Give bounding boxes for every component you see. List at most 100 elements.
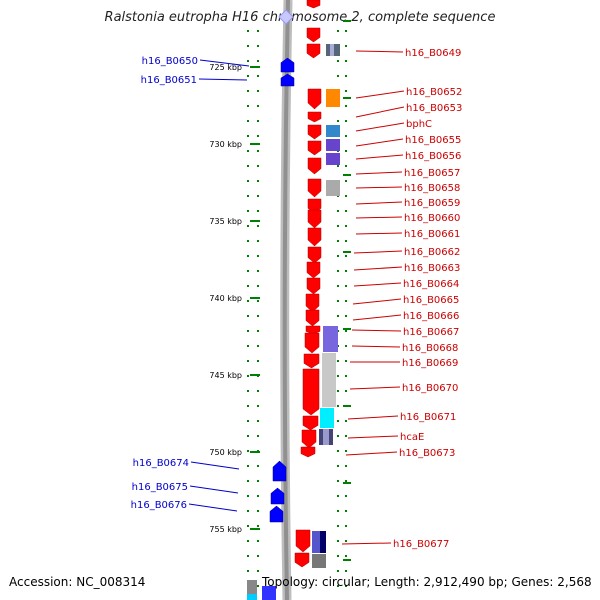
gene-label: bphC	[406, 119, 432, 130]
forward-gene	[307, 246, 322, 264]
label-leader	[190, 461, 240, 470]
forward-gene	[306, 261, 321, 279]
tick-label: 745 kbp	[209, 371, 242, 380]
reverse-gene	[272, 460, 287, 482]
label-lines	[188, 50, 405, 545]
forward-gene	[307, 209, 322, 229]
gene-label: h16_B0662	[404, 247, 460, 258]
tick-track: 725 kbp 730 kbp 735 kbp 740 kbp 745 kbp 750 k…	[209, 20, 351, 561]
gene-label: h16_B0653	[406, 103, 462, 114]
gene-label: h16_B0652	[406, 87, 462, 98]
gene-label: h16_B0661	[404, 229, 460, 240]
gene-label: h16_B0668	[402, 343, 458, 354]
gene-label: h16_B0677	[393, 539, 449, 550]
domain-block	[326, 180, 340, 196]
forward-gene	[301, 429, 317, 449]
label-leader	[352, 314, 402, 321]
label-leader	[345, 451, 398, 456]
forward-gene	[307, 88, 322, 110]
forward-gene	[307, 111, 322, 123]
label-leader	[355, 201, 403, 205]
gene-label: h16_B0663	[404, 263, 460, 274]
label-leader	[199, 59, 250, 67]
forward-gene	[305, 293, 320, 313]
domain-block	[312, 554, 326, 568]
label-leader	[352, 298, 402, 305]
domain-block	[323, 429, 329, 445]
forward-gene	[307, 157, 322, 175]
tick-label: 735 kbp	[209, 217, 242, 226]
forward-gene	[294, 552, 310, 568]
label-leader	[355, 186, 403, 189]
origin-marker	[278, 9, 294, 25]
gene-label: h16_B0670	[402, 383, 458, 394]
gene-label: h16_B0657	[404, 168, 460, 179]
domain-block	[323, 326, 338, 352]
forward-gene	[305, 309, 320, 327]
gene-label: h16_B0676	[131, 500, 187, 511]
forward-gene	[306, 277, 321, 295]
gene-label: h16_B0650	[142, 56, 198, 67]
annotation-track	[247, 44, 340, 600]
forward-gene	[307, 140, 322, 156]
forward-gene	[306, 43, 321, 59]
gene-label: h16_B0669	[402, 358, 458, 369]
gene-label: h16_B0656	[405, 151, 461, 162]
label-leader	[355, 90, 405, 99]
gene-track	[262, 0, 322, 600]
forward-gene	[295, 529, 311, 553]
label-leader	[355, 122, 405, 132]
gene-label: h16_B0660	[404, 213, 460, 224]
gene-label: h16_B0675	[132, 482, 188, 493]
tick-label: 730 kbp	[209, 140, 242, 149]
label-leader	[351, 329, 402, 332]
domain-block	[322, 353, 336, 407]
forward-gene	[302, 415, 319, 431]
gene-label: h16_B0671	[400, 412, 456, 423]
forward-gene	[307, 227, 322, 247]
forward-gene	[300, 446, 316, 458]
gene-label: h16_B0658	[404, 183, 460, 194]
label-leader	[349, 386, 401, 390]
forward-gene	[305, 325, 321, 335]
label-leader	[347, 435, 399, 439]
tick-label: 740 kbp	[209, 294, 242, 303]
domain-block	[320, 531, 326, 553]
gene-label: h16_B0666	[403, 311, 459, 322]
label-leader	[355, 138, 404, 147]
forward-gene	[304, 332, 320, 354]
label-leader	[355, 232, 403, 235]
forward-gene	[307, 124, 322, 140]
label-leader	[355, 106, 405, 118]
gene-label: h16_B0665	[403, 295, 459, 306]
forward-gene	[307, 178, 322, 198]
map-title: Ralstonia eutropha H16 chromosome 2, com…	[104, 10, 496, 25]
domain-block	[247, 594, 257, 600]
gene-label: h16_B0659	[404, 198, 460, 209]
domain-block	[330, 44, 334, 56]
tick-label: 755 kbp	[209, 525, 242, 534]
label-leader	[353, 266, 403, 271]
gene-label: h16_B0674	[133, 458, 189, 469]
forward-gene	[302, 368, 320, 416]
gene-label: h16_B0664	[403, 279, 459, 290]
forward-gene	[306, 0, 321, 9]
domain-block	[326, 89, 340, 107]
genome-summary-text: Topology: circular; Length: 2,912,490 bp…	[262, 575, 592, 589]
gene-label: h16_B0673	[399, 448, 455, 459]
label-leader	[355, 216, 403, 219]
label-leader	[353, 282, 402, 287]
reverse-gene	[280, 57, 295, 73]
reverse-gene	[262, 586, 276, 600]
label-leader	[351, 345, 401, 348]
label-leader	[355, 171, 403, 175]
gene-label: h16_B0667	[403, 327, 459, 338]
label-leader	[353, 250, 403, 254]
reverse-gene	[270, 487, 285, 505]
accession-text: Accession: NC_008314	[9, 575, 146, 589]
label-leader	[355, 154, 404, 160]
label-leader	[341, 542, 392, 545]
label-leader	[347, 415, 399, 420]
domain-block	[320, 408, 334, 428]
